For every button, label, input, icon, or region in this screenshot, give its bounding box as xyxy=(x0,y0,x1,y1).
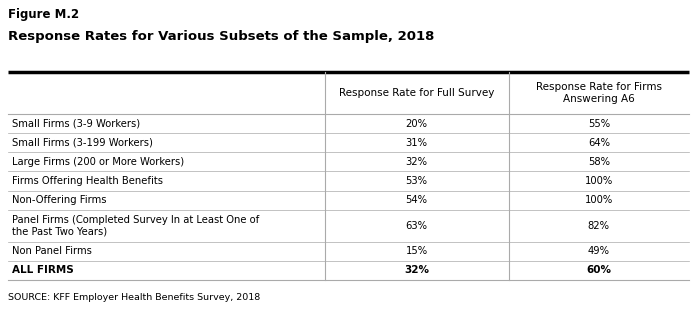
Text: Figure M.2: Figure M.2 xyxy=(8,8,79,21)
Text: 63%: 63% xyxy=(406,221,427,231)
Text: Response Rates for Various Subsets of the Sample, 2018: Response Rates for Various Subsets of th… xyxy=(8,30,434,43)
Text: Large Firms (200 or More Workers): Large Firms (200 or More Workers) xyxy=(12,157,184,167)
Text: 32%: 32% xyxy=(404,265,429,275)
Text: ALL FIRMS: ALL FIRMS xyxy=(12,265,74,275)
Text: 100%: 100% xyxy=(585,195,613,205)
Text: 32%: 32% xyxy=(406,157,427,167)
Text: Non Panel Firms: Non Panel Firms xyxy=(12,246,92,256)
Text: Small Firms (3-199 Workers): Small Firms (3-199 Workers) xyxy=(12,138,153,148)
Text: Panel Firms (Completed Survey In at Least One of
the Past Two Years): Panel Firms (Completed Survey In at Leas… xyxy=(12,215,259,237)
Text: 31%: 31% xyxy=(406,138,427,148)
Text: Response Rate for Firms
Answering A6: Response Rate for Firms Answering A6 xyxy=(536,82,661,104)
Text: 60%: 60% xyxy=(586,265,611,275)
Text: 49%: 49% xyxy=(588,246,610,256)
Text: 15%: 15% xyxy=(406,246,428,256)
Text: 20%: 20% xyxy=(406,119,427,129)
Text: 54%: 54% xyxy=(406,195,427,205)
Text: 64%: 64% xyxy=(588,138,610,148)
Text: Small Firms (3-9 Workers): Small Firms (3-9 Workers) xyxy=(12,119,140,129)
Text: Response Rate for Full Survey: Response Rate for Full Survey xyxy=(339,88,494,98)
Text: 53%: 53% xyxy=(406,176,427,186)
Text: 82%: 82% xyxy=(588,221,610,231)
Text: 58%: 58% xyxy=(588,157,610,167)
Text: Firms Offering Health Benefits: Firms Offering Health Benefits xyxy=(12,176,163,186)
Text: 100%: 100% xyxy=(585,176,613,186)
Text: 55%: 55% xyxy=(588,119,610,129)
Text: Non-Offering Firms: Non-Offering Firms xyxy=(12,195,107,205)
Text: SOURCE: KFF Employer Health Benefits Survey, 2018: SOURCE: KFF Employer Health Benefits Sur… xyxy=(8,293,260,302)
